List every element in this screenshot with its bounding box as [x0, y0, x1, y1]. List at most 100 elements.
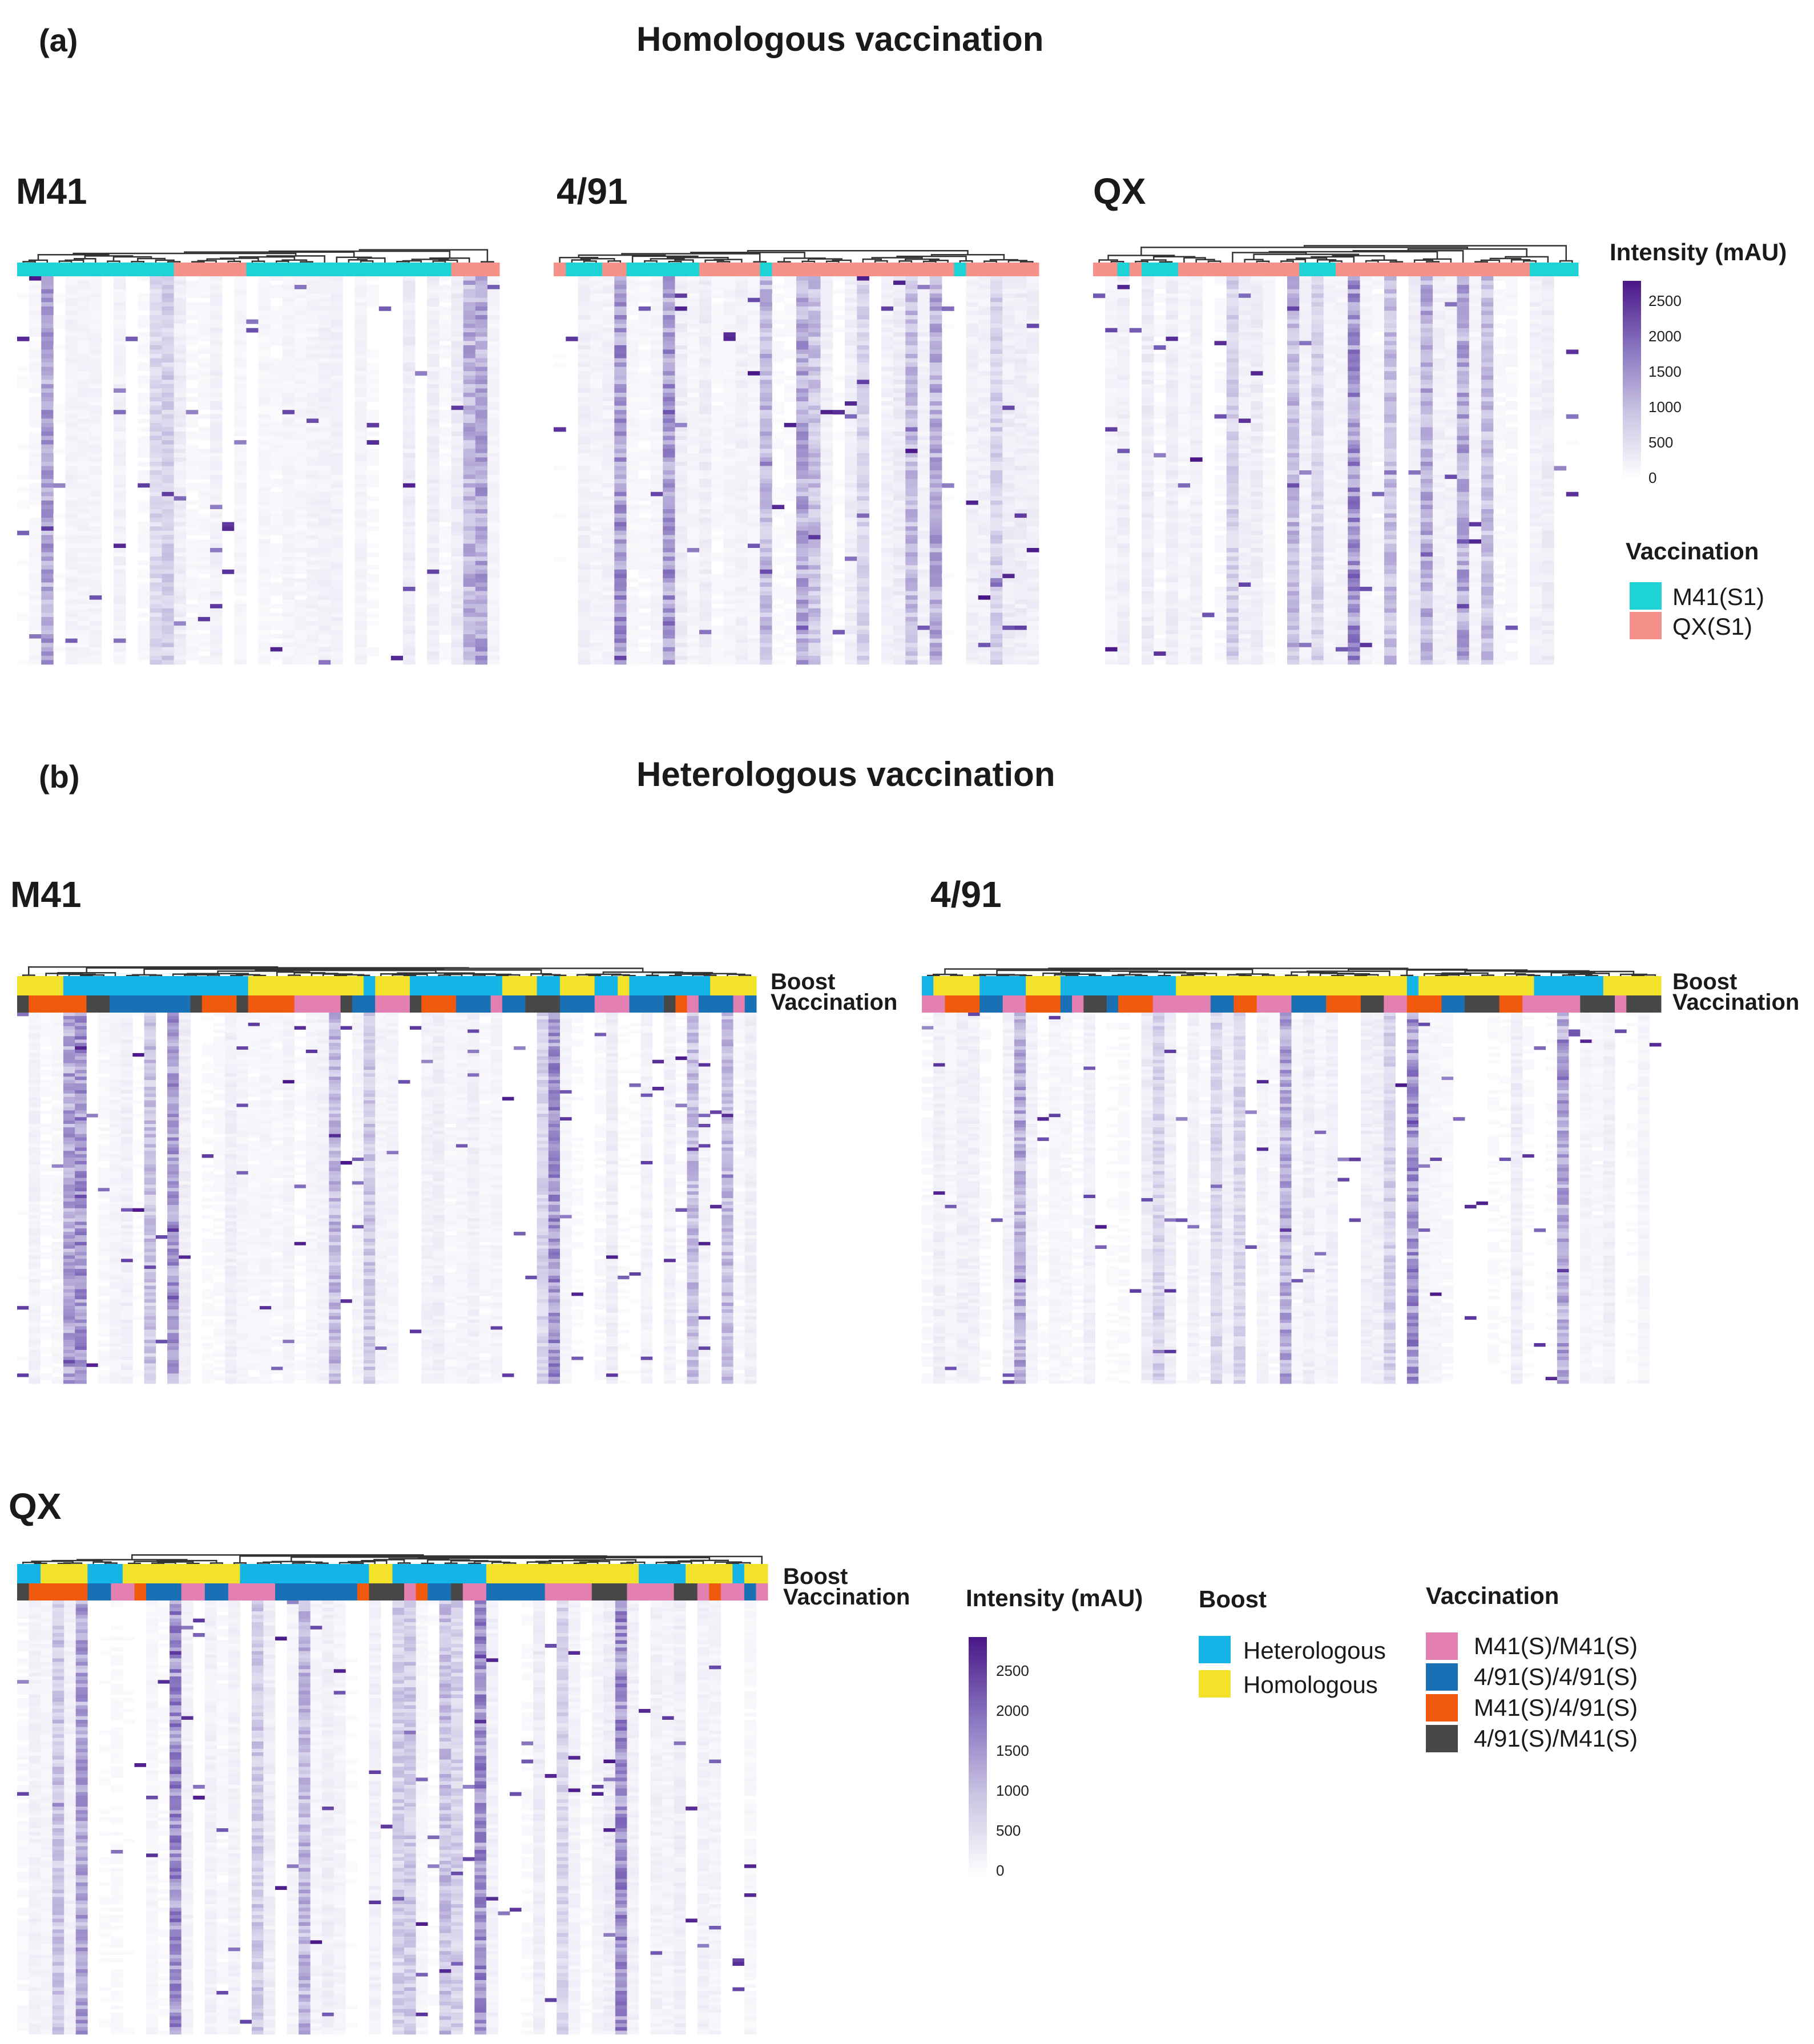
- heatmap-cell: [845, 410, 857, 415]
- heatmap-cell: [687, 384, 700, 389]
- heatmap-cell: [796, 518, 809, 523]
- heatmap-cell: [808, 289, 821, 294]
- heatmap-cell: [820, 466, 833, 471]
- heatmap-cell: [638, 483, 651, 488]
- heatmap-cell: [89, 393, 102, 397]
- heatmap-cell: [711, 474, 724, 479]
- heatmap-cell: [174, 543, 187, 549]
- heatmap-cell: [77, 643, 90, 648]
- heatmap-cell: [197, 626, 211, 630]
- heatmap-cell: [427, 366, 440, 372]
- heatmap-cell: [403, 470, 416, 475]
- heatmap-cell: [578, 565, 591, 570]
- heatmap-cell: [162, 384, 175, 389]
- heatmap-cell: [41, 491, 54, 497]
- heatmap-cell: [114, 651, 126, 656]
- heatmap-cell: [403, 397, 416, 402]
- heatmap-cell: [354, 371, 368, 376]
- heatmap-cell: [210, 505, 223, 510]
- heatmap-cell: [427, 552, 440, 557]
- heatmap-cell: [197, 380, 211, 385]
- heatmap-cell: [354, 388, 368, 393]
- heatmap-cell: [174, 496, 187, 501]
- heatmap-cell: [307, 349, 319, 354]
- heatmap-cell: [760, 479, 772, 484]
- heatmap-cell: [197, 643, 211, 648]
- heatmap-cell: [487, 289, 500, 294]
- heatmap-cell: [77, 626, 90, 630]
- heatmap-cell: [1002, 345, 1015, 350]
- heatmap-cell: [463, 569, 476, 574]
- heatmap-cell: [917, 466, 930, 471]
- heatmap-cell: [687, 302, 700, 307]
- heatmap-cell: [857, 397, 869, 402]
- heatmap-cell: [808, 336, 821, 341]
- heatmap-cell: [282, 565, 295, 570]
- heatmap-cell: [905, 345, 918, 350]
- heatmap-cell: [917, 509, 930, 514]
- vaccination-annotation-cell: [954, 263, 966, 276]
- heatmap-cell: [475, 371, 488, 376]
- heatmap-cell: [966, 552, 979, 557]
- heatmap-cell: [330, 375, 343, 380]
- heatmap-cell: [857, 565, 869, 570]
- heatmap-cell: [210, 341, 223, 346]
- heatmap-cell: [845, 539, 857, 544]
- heatmap-cell: [1014, 557, 1027, 562]
- heatmap-cell: [711, 311, 724, 316]
- heatmap-cell: [210, 574, 223, 579]
- heatmap-cell: [77, 505, 90, 510]
- heatmap-cell: [978, 530, 991, 535]
- heatmap-cell: [463, 332, 476, 337]
- heatmap-cell: [772, 332, 785, 337]
- heatmap-cell: [114, 595, 126, 600]
- heatmap-cell: [210, 315, 223, 320]
- heatmap-cell: [917, 345, 930, 350]
- heatmap-cell: [427, 297, 440, 303]
- heatmap-cell: [978, 436, 991, 441]
- heatmap-cell: [89, 561, 102, 566]
- heatmap-cell: [403, 293, 416, 299]
- heatmap-cell: [845, 418, 857, 424]
- heatmap-cell: [917, 474, 930, 479]
- heatmap-cell: [451, 444, 464, 449]
- heatmap-cell: [614, 393, 627, 397]
- heatmap-cell: [114, 634, 126, 639]
- heatmap-cell: [772, 505, 785, 510]
- heatmap-cell: [687, 543, 700, 549]
- heatmap-cell: [258, 505, 271, 510]
- dendrogram-branch: [107, 260, 120, 263]
- heatmap-cell: [675, 362, 688, 368]
- heatmap-cell: [162, 626, 175, 630]
- heatmap-cell: [307, 626, 319, 630]
- heatmap-cell: [578, 371, 591, 376]
- heatmap-cell: [258, 345, 271, 350]
- heatmap-cell: [711, 410, 724, 415]
- heatmap-cell: [463, 328, 476, 333]
- heatmap-cell: [808, 315, 821, 320]
- heatmap-cell: [857, 293, 869, 299]
- heatmap-cell: [966, 293, 979, 299]
- heatmap-cell: [258, 315, 271, 320]
- heatmap-cell: [463, 548, 476, 553]
- heatmap-cell: [711, 306, 724, 311]
- heatmap-cell: [234, 612, 247, 618]
- heatmap-cell: [282, 630, 295, 635]
- heatmap-cell: [150, 466, 162, 471]
- heatmap-cell: [487, 578, 500, 583]
- heatmap-cell: [675, 328, 688, 333]
- heatmap-cell: [29, 587, 42, 591]
- heatmap-cell: [330, 384, 343, 389]
- heatmap-cell: [174, 630, 187, 635]
- heatmap-cell: [475, 634, 488, 639]
- heatmap-cell: [651, 311, 663, 316]
- heatmap-cell: [270, 422, 283, 428]
- heatmap-cell: [150, 630, 162, 635]
- heatmap-cell: [427, 432, 440, 436]
- heatmap-cell: [978, 453, 991, 458]
- heatmap-cell: [451, 470, 464, 475]
- heatmap-cell: [114, 591, 126, 596]
- heatmap-cell: [735, 324, 748, 329]
- heatmap-cell: [330, 461, 343, 466]
- heatmap-cell: [808, 371, 821, 376]
